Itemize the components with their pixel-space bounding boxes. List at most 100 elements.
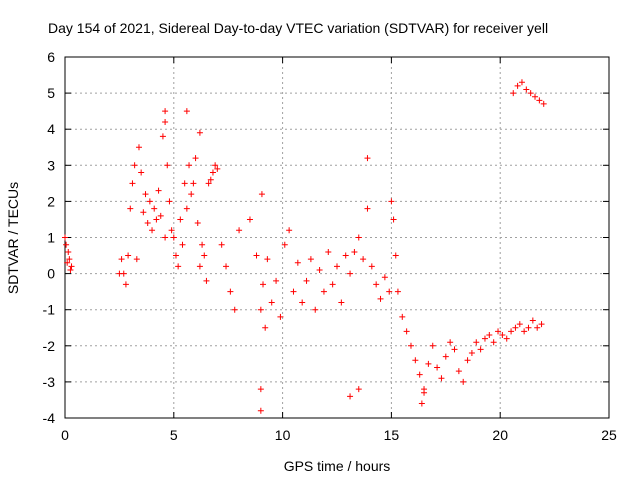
x-tick-labels: 0 5 10 15 20 25 [61,427,617,443]
data-point [373,281,380,288]
data-point [188,191,195,198]
data-point [179,241,186,248]
data-point [162,234,169,241]
data-point [170,234,177,241]
data-point [512,324,519,331]
data-point [316,266,323,273]
data-point [192,155,199,162]
data-point [510,90,517,97]
y-tick-label: 5 [47,85,55,101]
data-point [499,331,506,338]
data-point [516,321,523,328]
data-point [133,256,140,263]
data-point [142,191,149,198]
data-point [342,252,349,259]
data-point [525,324,532,331]
data-point [144,220,151,227]
data-point [196,263,203,270]
data-point [175,263,182,270]
data-point [312,306,319,313]
data-point [347,393,354,400]
data-point [434,364,441,371]
y-tick-label: 1 [47,230,55,246]
data-points [62,79,547,414]
data-point [166,198,173,205]
y-tick-label: -2 [43,338,56,354]
data-point [392,252,399,259]
data-point [351,248,358,255]
data-point [63,241,70,248]
data-point [486,331,493,338]
data-point [65,248,72,255]
data-point [212,162,219,169]
data-point [183,108,190,115]
data-point [172,252,179,259]
data-point [140,209,147,216]
data-point [194,220,201,227]
data-point [157,212,164,219]
data-point [360,256,367,263]
data-point [201,252,208,259]
data-point [334,263,340,270]
data-point [536,97,543,104]
data-point [186,162,193,169]
data-point [177,216,184,223]
x-tick-label: 20 [492,427,508,443]
y-axis-label: SDTVAR / TECUs [5,182,21,294]
data-point [196,129,203,136]
data-point [290,288,297,295]
data-point [125,252,132,259]
data-point [62,234,68,241]
data-point [68,263,75,270]
data-point [294,259,301,266]
data-point [538,321,545,328]
data-point [149,227,156,234]
data-point [138,169,145,176]
data-point [268,299,275,306]
y-tick-label: 4 [47,121,55,137]
data-point [532,93,539,100]
data-point [540,100,547,107]
data-point [203,277,210,284]
data-point [190,180,197,187]
data-point [209,169,216,176]
data-point [122,281,129,288]
data-point [227,288,234,295]
data-point [262,324,269,331]
data-point [257,306,264,313]
data-point [421,389,428,396]
data-point [258,191,265,198]
data-point [521,328,528,335]
data-point [205,180,212,187]
data-point [260,281,267,288]
x-tick-label: 5 [170,427,178,443]
data-point [231,306,238,313]
data-point [381,274,388,281]
data-point [386,288,393,295]
x-tick-label: 25 [601,427,617,443]
data-point [246,216,253,223]
y-tick-label: -3 [43,374,56,390]
data-point [146,198,153,205]
data-point [438,375,445,382]
data-point [377,295,384,302]
data-point [303,277,310,284]
data-point [164,162,171,169]
data-point [153,216,160,223]
data-point [214,165,221,172]
data-point [390,216,397,223]
data-point [64,259,71,266]
data-point [181,180,188,187]
data-point [399,313,406,320]
data-point [325,248,332,255]
data-point [199,241,206,248]
y-tick-labels: -4 -3 -2 -1 0 1 2 3 4 5 6 [43,49,56,426]
data-point [127,205,134,212]
data-point [223,263,230,270]
data-point [347,270,354,277]
data-point [329,281,336,288]
data-point [159,133,166,140]
data-point [281,241,288,248]
data-point [442,353,449,360]
